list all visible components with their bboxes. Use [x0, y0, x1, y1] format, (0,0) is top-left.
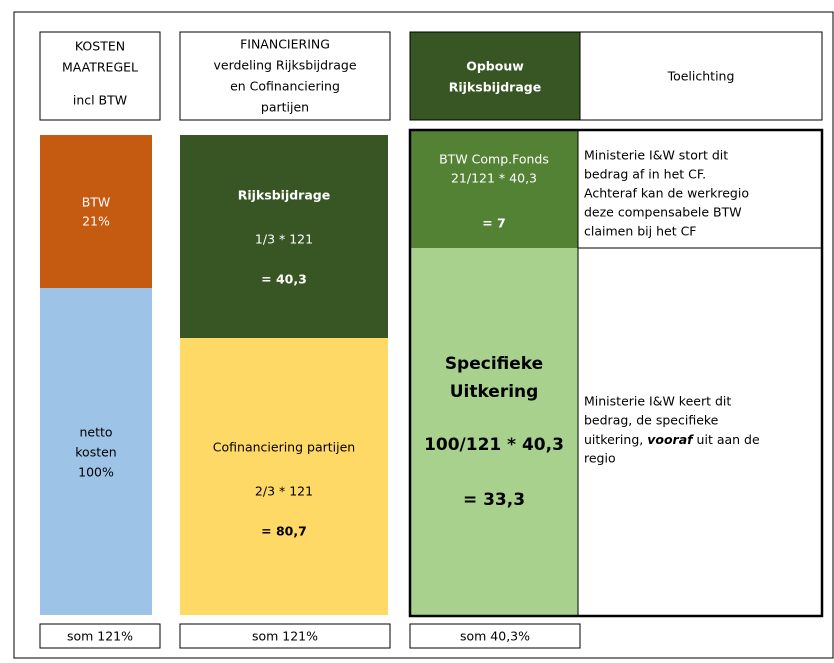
block-text: 21/121 * 40,3	[451, 171, 537, 186]
block-text: 100/121 * 40,3	[424, 435, 564, 455]
block-text: = 33,3	[463, 490, 525, 510]
explanation-text: Ministerie I&W stort dit	[584, 148, 728, 163]
uitkering-block	[410, 248, 578, 616]
header-box	[179, 31, 391, 121]
header-text: verdeling Rijksbijdrage	[213, 58, 356, 73]
block-text: 100%	[78, 465, 114, 480]
block-text: netto	[79, 425, 112, 440]
text-part: uitkering,	[584, 432, 647, 447]
header-text: incl BTW	[73, 93, 127, 108]
block-text: Cofinanciering partijen	[213, 440, 355, 455]
header-box	[409, 31, 581, 121]
footer-text: som 121%	[252, 629, 318, 644]
block-text: Rijksbijdrage	[238, 188, 330, 203]
block-text: kosten	[75, 445, 116, 460]
header-text: Rijksbijdrage	[449, 80, 541, 95]
explanation-text: uitkering, vooraf uit aan de	[584, 432, 760, 447]
btw-fonds-block	[410, 130, 578, 248]
explanation-text: regio	[584, 451, 616, 466]
text-part: uit aan de	[693, 432, 760, 447]
opbouw-frame	[408, 128, 824, 618]
explanation-text: claimen bij het CF	[584, 224, 697, 239]
header-text: FINANCIERING	[240, 37, 330, 52]
block-text: Uitkering	[450, 382, 539, 402]
btw-block	[40, 135, 152, 288]
footer-box	[39, 623, 161, 649]
header-text: en Cofinanciering	[230, 79, 340, 94]
header-text: partijen	[261, 100, 309, 115]
footer-box	[409, 623, 581, 649]
footer-text: som 121%	[67, 629, 133, 644]
explanation-text: deze compensabele BTW	[584, 205, 742, 220]
rijksbijdrage-block	[180, 135, 388, 338]
block-text: = 40,3	[261, 272, 307, 287]
header-text: Opbouw	[466, 59, 524, 74]
block-text: 21%	[82, 214, 110, 229]
frame	[13, 11, 834, 659]
explanation-text: Ministerie I&W keert dit	[584, 394, 731, 409]
block-text: BTW Comp.Fonds	[439, 152, 549, 167]
emphasis: vooraf	[647, 432, 694, 447]
explanation-text: bedrag af in het CF.	[584, 167, 706, 182]
footer-text: som 40,3%	[460, 629, 530, 644]
cofinanciering-block	[180, 338, 388, 615]
explanation-text: bedrag, de specifieke	[584, 413, 719, 428]
netto-block	[40, 288, 152, 615]
explanation-text: Achteraf kan de werkregio	[584, 186, 749, 201]
header-text: Toelichting	[667, 69, 735, 84]
header-box	[579, 31, 823, 121]
block-text: = 80,7	[261, 524, 307, 539]
block-text: Specifieke	[445, 354, 543, 374]
header-text: KOSTEN	[75, 39, 125, 54]
block-text: = 7	[482, 216, 506, 231]
block-text: BTW	[82, 195, 111, 210]
block-text: 2/3 * 121	[255, 484, 313, 499]
header-text: MAATREGEL	[62, 60, 138, 75]
header-box	[39, 31, 161, 121]
footer-box	[179, 623, 391, 649]
block-text: 1/3 * 121	[255, 232, 313, 247]
